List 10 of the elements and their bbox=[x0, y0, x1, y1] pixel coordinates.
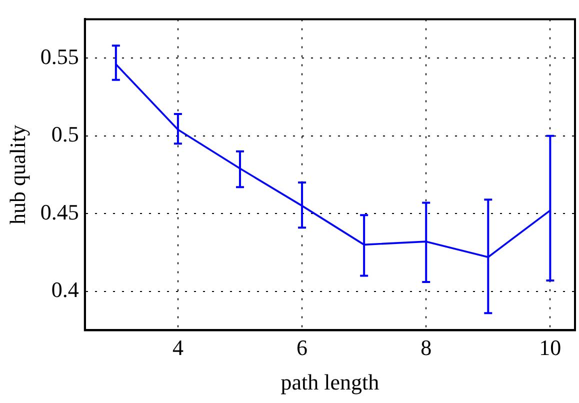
y-axis-title: hub quality bbox=[4, 124, 30, 225]
y-tick-label: 0.45 bbox=[40, 199, 79, 224]
x-tick-label: 4 bbox=[172, 335, 184, 360]
x-tick-label: 8 bbox=[420, 335, 432, 360]
y-tick-label: 0.5 bbox=[51, 122, 79, 147]
y-tick-label: 0.55 bbox=[40, 44, 79, 69]
x-tick-label: 6 bbox=[296, 335, 308, 360]
y-tick-label: 0.4 bbox=[51, 277, 79, 302]
x-tick-label: 10 bbox=[539, 335, 562, 360]
x-axis-title: path length bbox=[280, 370, 380, 395]
